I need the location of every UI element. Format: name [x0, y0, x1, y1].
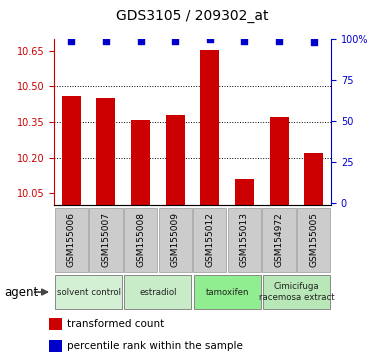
Point — [207, 36, 213, 42]
Text: agent: agent — [4, 286, 38, 298]
Point — [68, 38, 74, 44]
Bar — [96, 98, 116, 205]
Text: GSM155007: GSM155007 — [101, 212, 110, 267]
Bar — [235, 179, 254, 205]
Bar — [89, 208, 122, 272]
Point — [241, 38, 248, 44]
Bar — [131, 120, 150, 205]
Bar — [62, 96, 81, 205]
Point — [276, 38, 282, 44]
Bar — [49, 340, 62, 352]
Text: GSM155005: GSM155005 — [309, 212, 318, 267]
Point — [103, 38, 109, 44]
Text: GSM155008: GSM155008 — [136, 212, 145, 267]
Bar — [55, 275, 122, 309]
Text: Cimicifuga
racemosa extract: Cimicifuga racemosa extract — [259, 282, 334, 302]
Text: GSM155013: GSM155013 — [240, 212, 249, 267]
Point — [172, 38, 178, 44]
Bar — [124, 208, 157, 272]
Bar — [270, 118, 289, 205]
Text: GSM155006: GSM155006 — [67, 212, 76, 267]
Bar — [263, 275, 330, 309]
Text: GSM155009: GSM155009 — [171, 212, 180, 267]
Text: GDS3105 / 209302_at: GDS3105 / 209302_at — [116, 9, 269, 23]
Bar — [166, 115, 185, 205]
Text: GSM154972: GSM154972 — [275, 212, 284, 267]
Text: estradiol: estradiol — [139, 287, 177, 297]
Bar — [200, 50, 219, 205]
Bar — [297, 208, 330, 272]
Bar — [124, 275, 191, 309]
Bar — [263, 208, 296, 272]
Bar — [228, 208, 261, 272]
Bar — [304, 153, 323, 205]
Bar — [49, 318, 62, 330]
Text: solvent control: solvent control — [57, 287, 121, 297]
Point — [311, 39, 317, 45]
Text: tamoxifen: tamoxifen — [206, 287, 249, 297]
Text: percentile rank within the sample: percentile rank within the sample — [67, 341, 243, 351]
Bar — [55, 208, 88, 272]
Point — [137, 38, 144, 44]
Text: transformed count: transformed count — [67, 319, 164, 329]
Bar — [194, 275, 261, 309]
Bar — [159, 208, 192, 272]
Bar — [193, 208, 226, 272]
Text: GSM155012: GSM155012 — [205, 212, 214, 267]
